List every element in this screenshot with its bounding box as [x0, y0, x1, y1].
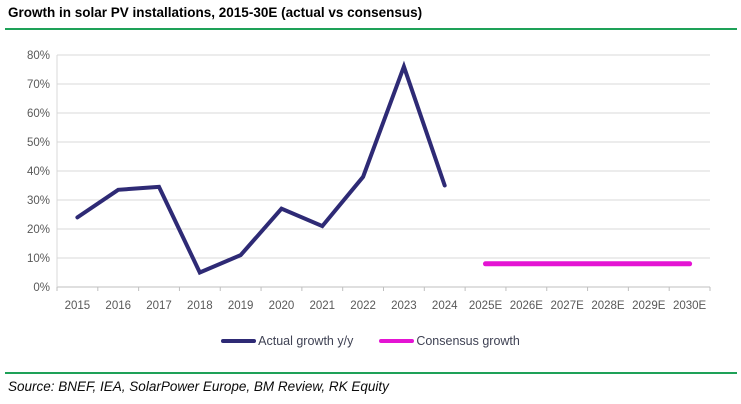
x-tick-label: 2025E [469, 300, 503, 312]
y-tick-label: 80% [27, 50, 50, 62]
x-tick-label: 2020 [269, 300, 295, 312]
y-tick-label: 60% [27, 108, 50, 120]
x-tick-label: 2022 [350, 300, 376, 312]
x-tick-label: 2023 [391, 300, 417, 312]
y-tick-label: 40% [27, 166, 50, 178]
chart-title: Growth in solar PV installations, 2015-3… [8, 5, 423, 20]
x-tick-label: 2018 [187, 300, 213, 312]
x-tick-label: 2029E [632, 300, 666, 312]
title-rule [5, 28, 737, 30]
x-tick-label: 2015 [65, 300, 91, 312]
x-tick-label: 2026E [510, 300, 544, 312]
x-tick-label: 2030E [673, 300, 707, 312]
x-tick-label: 2017 [146, 300, 172, 312]
x-tick-label: 2019 [228, 300, 254, 312]
y-tick-label: 20% [27, 224, 50, 236]
line-chart: 0% 10% 20% 30% 40% 50% 60% 70% 80% 2015 2016 2017 20… [27, 50, 711, 312]
x-tick-label: 2027E [551, 300, 585, 312]
x-tick-label: 2028E [591, 300, 625, 312]
x-tick-label: 2021 [309, 300, 335, 312]
legend-label-consensus: Consensus growth [416, 334, 520, 348]
x-tick-label: 2016 [105, 300, 131, 312]
source-note: Source: BNEF, IEA, SolarPower Europe, BM… [8, 379, 389, 394]
legend-label-actual: Actual growth y/y [258, 334, 354, 348]
consensus-line-swatch [379, 338, 415, 344]
footer-rule [5, 372, 737, 374]
y-tick-label: 0% [33, 282, 50, 294]
actual-line-swatch [221, 338, 257, 344]
y-tick-label: 10% [27, 253, 50, 265]
legend-item-consensus: Consensus growth [379, 334, 520, 348]
y-tick-label: 50% [27, 137, 50, 149]
chart-legend: Actual growth y/y Consensus growth [0, 334, 741, 348]
legend-item-actual: Actual growth y/y [221, 334, 353, 348]
y-tick-label: 70% [27, 79, 50, 91]
x-tick-label: 2024 [432, 300, 458, 312]
y-tick-label: 30% [27, 195, 50, 207]
actual-growth-line [75, 60, 447, 276]
